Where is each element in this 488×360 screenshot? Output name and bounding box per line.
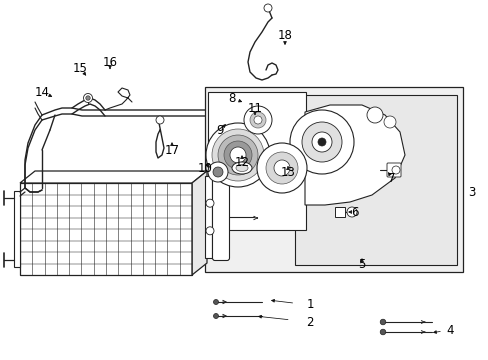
Circle shape: [265, 152, 297, 184]
Circle shape: [205, 199, 214, 207]
Text: 14: 14: [35, 85, 49, 99]
Text: 13: 13: [280, 166, 295, 179]
Circle shape: [311, 132, 331, 152]
Circle shape: [346, 207, 356, 217]
Circle shape: [213, 300, 218, 305]
Text: 10: 10: [197, 162, 212, 175]
Bar: [204, 87, 462, 272]
Polygon shape: [305, 105, 404, 205]
Circle shape: [380, 319, 385, 325]
Circle shape: [244, 106, 271, 134]
Circle shape: [383, 116, 395, 128]
Text: 2: 2: [305, 315, 313, 328]
Ellipse shape: [236, 165, 247, 171]
Ellipse shape: [231, 162, 251, 174]
Bar: [207, 92, 305, 230]
Circle shape: [207, 162, 227, 182]
Circle shape: [229, 147, 245, 163]
FancyBboxPatch shape: [386, 163, 400, 177]
Text: 16: 16: [102, 55, 117, 68]
Circle shape: [224, 141, 251, 169]
Bar: [294, 95, 456, 265]
Circle shape: [83, 94, 92, 103]
Polygon shape: [20, 171, 206, 183]
Text: 9: 9: [216, 123, 224, 136]
Text: 12: 12: [234, 156, 249, 168]
Circle shape: [264, 4, 271, 12]
Bar: [14, 191, 20, 267]
Circle shape: [213, 167, 223, 177]
Circle shape: [205, 227, 214, 235]
Bar: [334, 207, 345, 217]
Text: 18: 18: [277, 28, 292, 41]
Circle shape: [253, 116, 262, 124]
Text: 8: 8: [228, 91, 235, 104]
Text: 1: 1: [305, 298, 313, 311]
Circle shape: [85, 96, 90, 100]
Text: 5: 5: [358, 258, 365, 271]
Polygon shape: [192, 171, 206, 275]
Text: 6: 6: [350, 206, 358, 219]
Circle shape: [391, 166, 399, 174]
Polygon shape: [20, 183, 192, 275]
Circle shape: [366, 107, 382, 123]
Circle shape: [317, 138, 325, 146]
Text: 4: 4: [446, 324, 453, 337]
Circle shape: [205, 123, 269, 187]
Text: 7: 7: [387, 171, 395, 185]
FancyBboxPatch shape: [212, 174, 229, 261]
Circle shape: [156, 116, 163, 124]
Circle shape: [273, 160, 289, 176]
Text: 17: 17: [164, 144, 179, 157]
Circle shape: [289, 110, 353, 174]
Text: 11: 11: [247, 102, 262, 114]
Circle shape: [218, 135, 258, 175]
Circle shape: [257, 143, 306, 193]
Bar: [204, 176, 212, 258]
Circle shape: [302, 122, 341, 162]
Text: 3: 3: [468, 185, 475, 198]
Circle shape: [213, 314, 218, 319]
Circle shape: [380, 329, 385, 335]
Circle shape: [249, 112, 265, 128]
Circle shape: [212, 129, 264, 181]
Text: 15: 15: [72, 62, 87, 75]
